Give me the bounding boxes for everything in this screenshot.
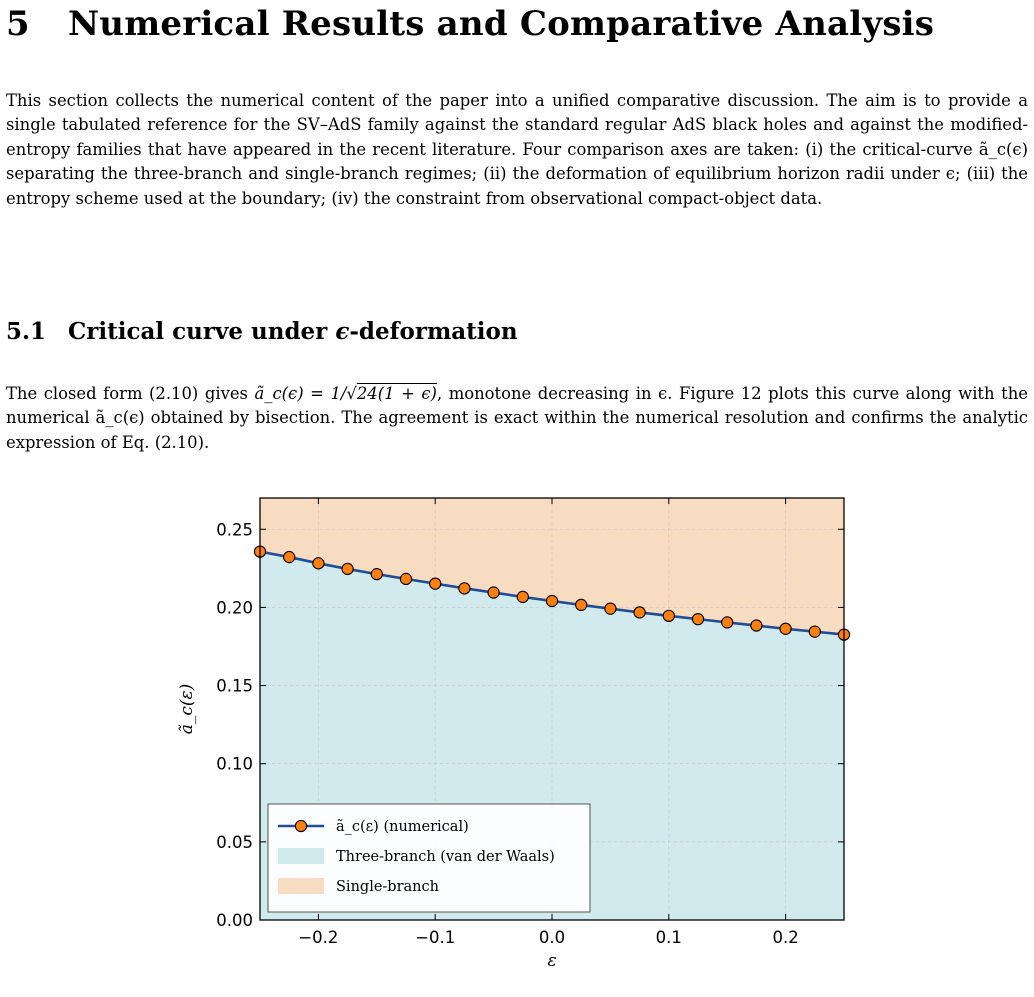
data-point [662,609,675,622]
x-tick-label: 0.2 [772,928,798,947]
para-text-start: The closed form (2.10) gives [6,384,255,403]
subsection-title-symbol: ϵ [335,318,350,345]
data-point [283,550,296,564]
section-heading: 5 Numerical Results and Comparative Analy… [6,4,934,44]
subsection-paragraph: The closed form (2.10) gives ã_c(ϵ) = 1/… [6,382,1028,455]
data-point [487,586,500,599]
sqrt-radicand: 24(1 + ϵ) [356,384,437,403]
data-point [458,582,471,595]
y-tick-label: 0.15 [216,677,253,696]
section-intro-paragraph: This section collects the numerical cont… [6,91,1028,208]
y-tick-label: 0.25 [216,520,253,539]
data-point [429,577,442,590]
y-tick-label: 0.10 [216,755,253,774]
data-point [575,598,588,612]
closed-form-formula: ã_c(ϵ) = 1/ [254,384,347,403]
data-point [633,606,646,619]
subsection-title-suffix: -deformation [349,318,518,345]
legend-label-single-branch: Single-branch [336,879,439,895]
data-point [721,616,734,629]
y-tick-label: 0.00 [216,911,253,930]
data-point [750,619,763,632]
data-point [691,612,705,626]
subsection-heading: 5.1 Critical curve under ϵ-deformation [6,318,518,345]
y-axis-label: ã_c(ε) [177,684,197,735]
sqrt-sign: √ [346,384,357,403]
data-point [516,590,529,604]
data-point [312,557,325,570]
legend-marker-swatch [294,819,308,833]
subsection-number: 5.1 [6,318,47,345]
x-tick-label: −0.2 [298,928,338,947]
data-point [808,625,821,638]
subsection-title-prefix: Critical curve under [68,318,336,345]
x-tick-label: 0.1 [656,928,682,947]
x-axis-label: ε [547,951,556,971]
data-point [370,567,383,581]
data-point [779,622,792,635]
legend-label-numerical: ã_c(ε) (numerical) [336,819,469,835]
legend-swatch-single-branch [278,878,324,894]
data-point [399,572,413,586]
x-tick-label: −0.1 [415,928,455,947]
para-text-rest: , monotone decreasing in ϵ. Figure 12 pl… [6,384,1028,452]
section-title: Numerical Results and Comparative Analys… [68,4,935,44]
y-tick-label: 0.20 [216,598,253,617]
data-point [545,594,559,608]
data-point [341,562,354,576]
legend-swatch-three-branch [278,848,324,864]
critical-curve-figure: −0.2 −0.1 0.0 0.1 0.2 0.00 0.05 0.10 0.15 0.20 0.2… [177,497,851,971]
legend-label-three-branch: Three-branch (van der Waals) [336,849,555,865]
x-tick-label: 0.0 [539,928,565,947]
y-tick-label: 0.05 [216,833,253,852]
section-number: 5 [6,4,30,44]
data-point [604,602,617,615]
